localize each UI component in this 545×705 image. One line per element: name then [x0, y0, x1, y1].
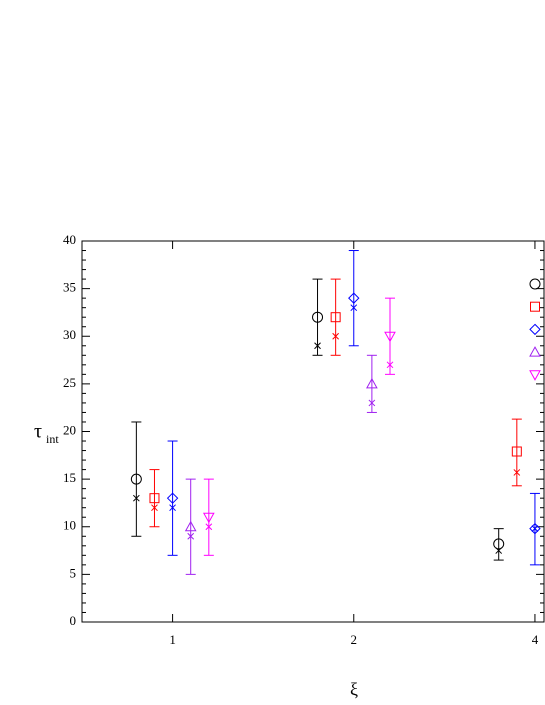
data-point	[511, 446, 522, 457]
cross-point	[151, 504, 158, 512]
cross-point	[314, 342, 321, 350]
legend-marker	[529, 323, 541, 336]
y-tick-label: 30	[63, 327, 76, 342]
legend-marker	[530, 301, 540, 312]
data-point	[184, 520, 197, 532]
data-point	[529, 522, 541, 535]
data-point	[366, 377, 378, 389]
data-point	[166, 492, 179, 504]
x-axis-label: ξ	[350, 679, 358, 699]
data-point	[202, 512, 215, 524]
y-axis-label-sub: int	[46, 432, 59, 446]
legend-marker	[529, 346, 541, 357]
y-tick-label: 35	[63, 280, 76, 295]
x-tick-label: 1	[169, 632, 176, 647]
data-point	[384, 331, 396, 343]
x-tick-label: 2	[351, 632, 358, 647]
y-tick-label: 0	[70, 613, 77, 628]
cross-point	[531, 525, 539, 533]
data-point	[348, 292, 360, 304]
cross-point	[368, 399, 376, 407]
data-point	[312, 311, 324, 323]
y-tick-label: 25	[63, 375, 76, 390]
cross-point	[386, 361, 394, 369]
plot-frame	[81, 240, 545, 623]
cross-point	[169, 504, 176, 512]
data-point	[149, 493, 160, 504]
legend-marker	[529, 278, 541, 290]
x-tick-label: 4	[532, 632, 539, 647]
y-axis-label: τ	[34, 421, 42, 443]
cross-point	[332, 332, 340, 340]
y-tick-label: 15	[63, 470, 76, 485]
data-point	[130, 473, 142, 485]
cross-point	[350, 304, 358, 312]
y-tick-label: 40	[63, 232, 76, 247]
y-tick-label: 10	[63, 518, 76, 533]
cross-point	[205, 523, 213, 531]
cross-point	[132, 494, 140, 502]
legend-marker	[529, 370, 541, 381]
data-point	[330, 312, 341, 323]
cross-point	[513, 469, 521, 476]
data-point	[493, 538, 505, 550]
cross-point	[187, 532, 195, 540]
y-tick-label: 5	[70, 565, 77, 580]
y-tick-label: 20	[63, 422, 76, 437]
